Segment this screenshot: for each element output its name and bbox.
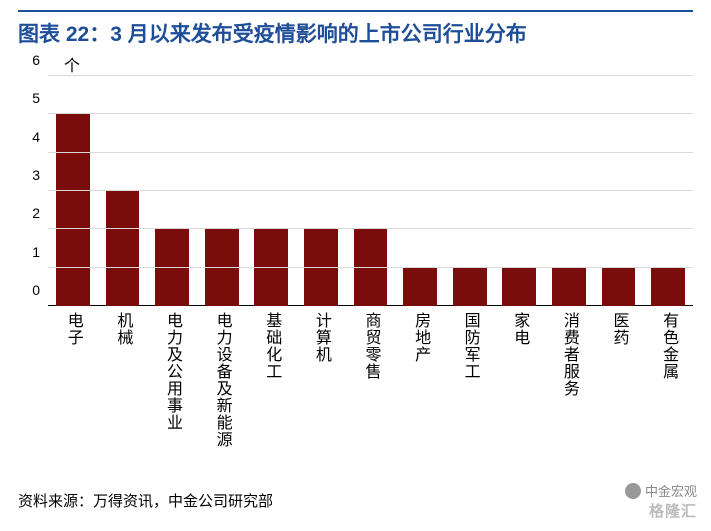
bar bbox=[651, 268, 685, 306]
bar-slot bbox=[594, 76, 644, 306]
x-tick-label: 机械 bbox=[110, 306, 134, 448]
watermark: 中金宏观 格隆汇 bbox=[625, 481, 697, 521]
figure-container: 图表 22：3 月以来发布受疫情影响的上市公司行业分布 个 0 1 2 3 4 5 6 电子… bbox=[0, 0, 711, 531]
bar-slot bbox=[494, 76, 544, 306]
x-tick-label: 计算机 bbox=[309, 306, 333, 448]
bar-slot bbox=[643, 76, 693, 306]
gridline bbox=[48, 267, 693, 268]
gridline bbox=[48, 228, 693, 229]
y-tick-label: 4 bbox=[18, 129, 40, 145]
watermark-text-2: 格隆汇 bbox=[625, 500, 697, 521]
x-labels-group: 电子机械 电力及公用事业 电力设备及新能源 基础化工 计算机 商贸零售 房地产 国防军工 家电消… bbox=[48, 306, 693, 448]
y-tick-label: 6 bbox=[18, 52, 40, 68]
x-label-slot: 医药 bbox=[594, 306, 644, 448]
x-label-slot: 计算机 bbox=[296, 306, 346, 448]
bar-slot bbox=[98, 76, 148, 306]
bar bbox=[354, 229, 388, 306]
bar bbox=[106, 191, 140, 306]
x-tick-label: 消费者服务 bbox=[557, 306, 581, 448]
watermark-text-1: 中金宏观 bbox=[645, 481, 697, 500]
bar bbox=[453, 268, 487, 306]
x-tick-label: 有色金属 bbox=[656, 306, 680, 448]
chart-plot-area: 0123456 bbox=[18, 76, 693, 306]
x-label-slot: 基础化工 bbox=[246, 306, 296, 448]
bars-group bbox=[48, 76, 693, 306]
x-tick-label: 电力及公用事业 bbox=[160, 306, 184, 448]
bar-slot bbox=[544, 76, 594, 306]
bar bbox=[403, 268, 437, 306]
bar bbox=[155, 229, 189, 306]
x-label-slot: 家电 bbox=[494, 306, 544, 448]
watermark-line1: 中金宏观 bbox=[625, 481, 697, 500]
x-label-slot: 国防军工 bbox=[445, 306, 495, 448]
bar bbox=[304, 229, 338, 306]
gridline bbox=[48, 75, 693, 76]
source-text: 资料来源：万得资讯，中金公司研究部 bbox=[18, 490, 273, 511]
bar-slot bbox=[147, 76, 197, 306]
y-tick-label: 5 bbox=[18, 90, 40, 106]
bar bbox=[254, 229, 288, 306]
x-label-slot: 电力设备及新能源 bbox=[197, 306, 247, 448]
y-tick-label: 0 bbox=[18, 282, 40, 298]
y-tick-label: 3 bbox=[18, 167, 40, 183]
x-tick-label: 基础化工 bbox=[259, 306, 283, 448]
x-tick-label: 房地产 bbox=[408, 306, 432, 448]
bar-slot bbox=[346, 76, 396, 306]
y-unit-label: 个 bbox=[64, 52, 80, 76]
x-tick-label: 商贸零售 bbox=[358, 306, 382, 448]
bar-slot bbox=[296, 76, 346, 306]
y-tick-label: 2 bbox=[18, 205, 40, 221]
bar-slot bbox=[246, 76, 296, 306]
bar bbox=[552, 268, 586, 306]
gridline bbox=[48, 113, 693, 114]
bar bbox=[602, 268, 636, 306]
bar bbox=[502, 268, 536, 306]
x-label-slot: 电力及公用事业 bbox=[147, 306, 197, 448]
bar bbox=[56, 114, 90, 306]
x-tick-label: 医药 bbox=[607, 306, 631, 448]
bar-slot bbox=[395, 76, 445, 306]
bar-slot bbox=[48, 76, 98, 306]
x-label-slot: 机械 bbox=[98, 306, 148, 448]
x-tick-label: 家电 bbox=[507, 306, 531, 448]
x-tick-label: 国防军工 bbox=[458, 306, 482, 448]
bar-slot bbox=[445, 76, 495, 306]
bar-slot bbox=[197, 76, 247, 306]
y-tick-label: 1 bbox=[18, 244, 40, 260]
bar bbox=[205, 229, 239, 306]
x-label-slot: 消费者服务 bbox=[544, 306, 594, 448]
x-label-slot: 有色金属 bbox=[643, 306, 693, 448]
x-tick-label: 电力设备及新能源 bbox=[210, 306, 234, 448]
x-label-slot: 商贸零售 bbox=[346, 306, 396, 448]
x-label-slot: 房地产 bbox=[395, 306, 445, 448]
wechat-icon bbox=[625, 483, 641, 499]
chart-title: 图表 22：3 月以来发布受疫情影响的上市公司行业分布 bbox=[18, 10, 693, 48]
x-tick-label: 电子 bbox=[61, 306, 85, 448]
gridline bbox=[48, 152, 693, 153]
gridline bbox=[48, 190, 693, 191]
x-label-slot: 电子 bbox=[48, 306, 98, 448]
